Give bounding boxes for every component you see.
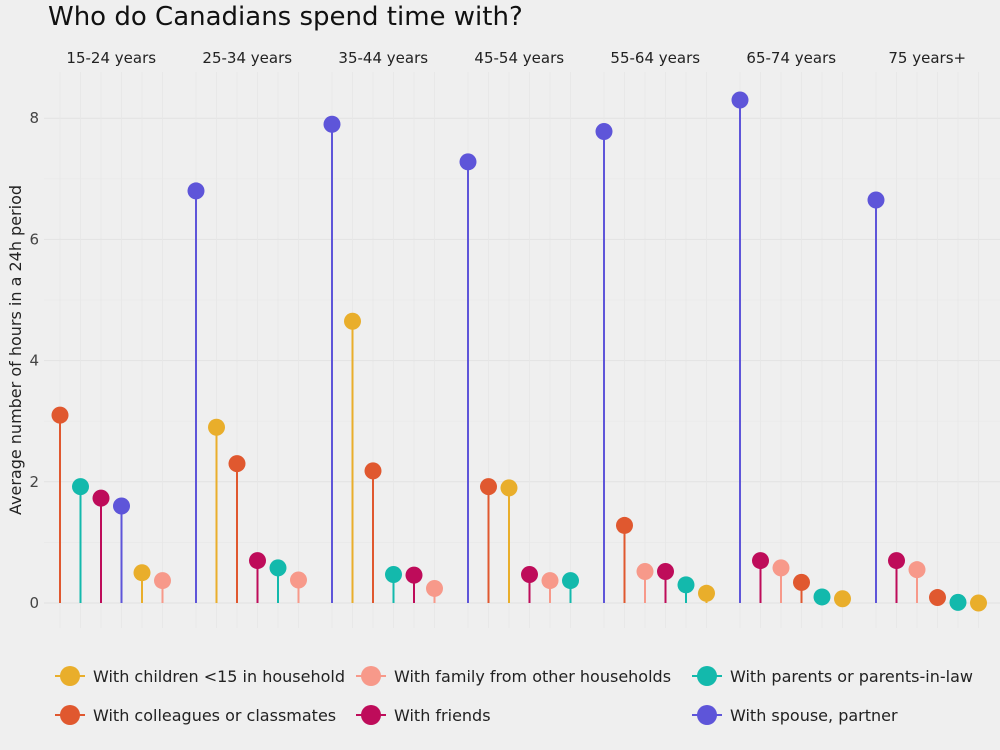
lollipop-point [636, 562, 654, 580]
legend-item-spouse: With spouse, partner [692, 704, 898, 726]
lollipop-point [323, 115, 341, 133]
lollipop-point [888, 552, 905, 570]
y-axis: 0 2 4 6 8 [29, 109, 39, 612]
lollipop-point [113, 497, 130, 515]
lollipop-point [154, 572, 171, 590]
facet-panel: 45-54 years [459, 49, 579, 628]
facet-panel: 55-64 years [595, 49, 715, 628]
facet-panels: 15-24 years 25-34 years 35-44 years 45-54 y… [51, 49, 987, 628]
legend-swatch-colleagues [55, 704, 85, 726]
legend-swatch-spouse [692, 704, 722, 726]
lollipop-point [677, 576, 695, 594]
facet-panel: 75 years+ [867, 49, 987, 628]
legend-item-children: With children <15 in household [55, 665, 345, 687]
lollipop-point [426, 579, 443, 597]
lollipop-point [541, 572, 559, 590]
facet-panel: 65-74 years [731, 49, 851, 628]
facet-label: 45-54 years [474, 49, 564, 67]
lollipop-point [269, 559, 287, 577]
lollipop-point [562, 572, 579, 590]
facet-label: 25-34 years [202, 49, 292, 67]
chart-legend: With children <15 in household With fami… [0, 655, 1000, 735]
lollipop-point [228, 455, 246, 473]
lollipop-point [521, 566, 538, 584]
lollipop-point [752, 552, 769, 570]
legend-item-parents: With parents or parents-in-law [692, 665, 973, 687]
y-tick-label: 8 [29, 109, 39, 127]
lollipop-point [208, 418, 225, 436]
facet-label: 15-24 years [66, 49, 156, 67]
facet-panel: 25-34 years [187, 49, 307, 628]
y-tick-label: 2 [29, 473, 39, 491]
lollipop-point [908, 561, 926, 579]
legend-item-friends: With friends [356, 704, 491, 726]
lollipop-point [813, 588, 831, 606]
legend-label-colleagues: With colleagues or classmates [93, 705, 337, 725]
facet-panel: 35-44 years [323, 49, 443, 628]
y-tick-label: 4 [29, 352, 39, 370]
lollipop-point [867, 191, 885, 209]
lollipop-point [929, 589, 946, 607]
legend-swatch-parents [692, 665, 722, 687]
facet-label: 55-64 years [610, 49, 700, 67]
lollipop-point [344, 312, 361, 330]
lollipop-point [970, 594, 987, 612]
lollipop-point [772, 559, 790, 577]
legend-swatch-friends [356, 704, 386, 726]
lollipop-point [834, 590, 851, 608]
lollipop-point [133, 564, 151, 582]
lollipop-point [290, 571, 307, 589]
facet-label: 35-44 years [338, 49, 428, 67]
lollipop-point [72, 478, 89, 496]
legend-label-family: With family from other households [394, 666, 672, 686]
lollipop-chart: 0 2 4 6 8 15-24 years 25-34 years 35-44 years 4… [6, 49, 1000, 628]
y-tick-label: 0 [29, 594, 39, 612]
legend-label-friends: With friends [394, 705, 491, 725]
lollipop-point [385, 566, 402, 584]
lollipop-point [698, 584, 715, 602]
legend-swatch-children [55, 665, 85, 687]
lollipop-point [51, 406, 69, 424]
lollipop-point [500, 479, 518, 497]
lollipop-point [480, 478, 497, 496]
facet-panel: 15-24 years [51, 49, 171, 628]
lollipop-point [364, 462, 382, 480]
lollipop-point [731, 91, 749, 109]
legend-item-colleagues: With colleagues or classmates [55, 704, 336, 726]
y-tick-label: 6 [29, 230, 39, 248]
lollipop-point [92, 489, 110, 507]
legend-item-family: With family from other households [356, 665, 671, 687]
legend-swatch-family [356, 665, 386, 687]
lollipop-point [793, 573, 810, 591]
lollipop-point [616, 516, 633, 534]
y-axis-label: Average number of hours in a 24h period [6, 185, 25, 515]
lollipop-point [249, 552, 266, 570]
chart-title: Who do Canadians spend time with? [48, 2, 523, 32]
lollipop-point [949, 593, 967, 611]
lollipop-point [187, 182, 205, 200]
lollipop-point [459, 153, 477, 171]
lollipop-point [595, 123, 613, 141]
lollipop-point [657, 562, 674, 580]
lollipop-point [405, 566, 423, 584]
facet-label: 65-74 years [746, 49, 836, 67]
legend-label-children: With children <15 in household [93, 666, 345, 686]
legend-label-spouse: With spouse, partner [730, 705, 898, 725]
grid-lines [44, 117, 1000, 604]
legend-label-parents: With parents or parents-in-law [730, 666, 973, 686]
facet-label: 75 years+ [888, 49, 966, 67]
